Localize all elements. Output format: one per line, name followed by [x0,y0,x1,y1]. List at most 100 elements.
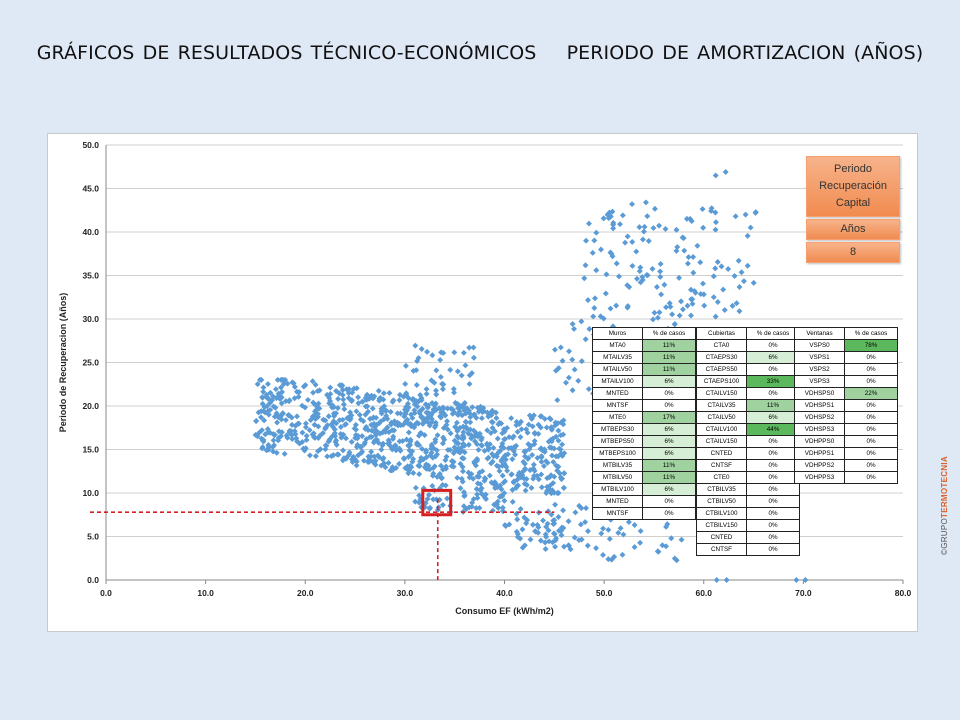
data-point [489,424,496,431]
table-cell-pct: 0% [746,507,800,520]
data-point [524,429,531,436]
legend-unit: Años [806,219,900,240]
data-point [591,305,598,311]
data-point [752,209,759,216]
data-point [418,346,425,352]
data-point [417,458,424,465]
data-point [390,397,397,404]
data-point [548,426,555,433]
data-point [510,478,517,485]
data-point [255,409,262,416]
data-point [312,453,319,460]
data-point [328,421,335,428]
legend-value: 8 [806,242,900,263]
table-row: MNTSF 0% [592,507,696,520]
data-point [566,348,573,355]
data-point [474,491,481,498]
table-cell-name: MTBEPS100 [592,447,643,460]
x-axis-title: Consumo EF (kWh/m2) [455,606,554,616]
data-point [565,518,572,525]
data-point [385,440,392,447]
data-point [469,499,476,506]
data-point [589,249,596,256]
data-point [362,403,369,410]
table-header-cell: % de casos [642,327,696,340]
data-point [688,296,695,303]
data-point [340,396,347,403]
table-cell-name: MTBILV50 [592,471,643,484]
data-point [560,431,567,438]
data-point [459,478,466,485]
data-point [650,316,657,323]
data-point [639,236,646,243]
data-point [593,545,600,552]
data-point [443,465,449,472]
data-point [472,429,479,436]
data-point [460,455,467,462]
data-point [337,424,344,430]
table-cell-pct: 0% [642,387,696,400]
data-point [412,342,419,349]
data-point [518,426,525,433]
x-tick-label: 10.0 [197,588,214,598]
data-point [551,445,558,452]
data-point [465,441,472,448]
data-point [629,262,636,269]
data-point [575,377,582,384]
data-point [712,172,719,179]
page-title: GRÁFICOS DE RESULTADOS TÉCNICO-ECONÓMICO… [0,42,960,64]
data-point [501,490,508,497]
data-point [460,503,467,510]
data-point [509,486,516,493]
table-row: VDHSPS2 0% [794,411,898,424]
data-point [571,534,578,541]
data-point [415,462,422,469]
reference-box [421,488,453,517]
data-point [310,389,317,396]
data-point [517,434,524,441]
data-point [663,543,669,550]
x-tick-label: 40.0 [496,588,513,598]
data-point [433,387,439,394]
table-row: CTAILV100 44% [696,423,800,436]
data-point [640,228,647,235]
data-point [390,435,397,442]
data-point [418,430,425,437]
data-point [513,528,520,535]
data-point [738,269,745,276]
data-point [542,546,549,552]
table-header-cell: Ventanas [794,327,845,340]
table-row: MTA0 11% [592,339,696,352]
data-point [400,455,407,462]
table-cell-name: MTE0 [592,411,643,424]
data-point [649,265,656,272]
data-point [376,395,383,402]
data-point [530,461,537,468]
data-point [674,244,681,251]
data-point [306,452,313,459]
data-point [324,453,331,460]
data-point [342,421,348,428]
data-point [664,521,671,528]
data-point [388,421,395,428]
table-row: CTAILV50 6% [696,411,800,424]
data-point [560,507,567,514]
table-header-cell: % de casos [844,327,898,340]
x-tick-label: 0.0 [100,588,112,598]
data-point [639,274,646,281]
data-point [253,418,260,425]
data-point [616,273,622,280]
data-point [423,390,430,397]
data-point [378,462,385,469]
data-point [725,266,732,272]
data-point [377,418,384,425]
data-point [440,404,447,411]
data-point [502,456,509,463]
data-point [310,434,317,441]
data-point [322,417,329,424]
data-point [582,262,589,269]
table-cell-name: VDHPPS2 [794,459,845,472]
table-muros: Muros% de casos MTA0 11% MTAILV35 11% MTAILV5… [592,327,696,520]
data-point [315,423,322,430]
table-cell-pct: 44% [746,423,800,436]
